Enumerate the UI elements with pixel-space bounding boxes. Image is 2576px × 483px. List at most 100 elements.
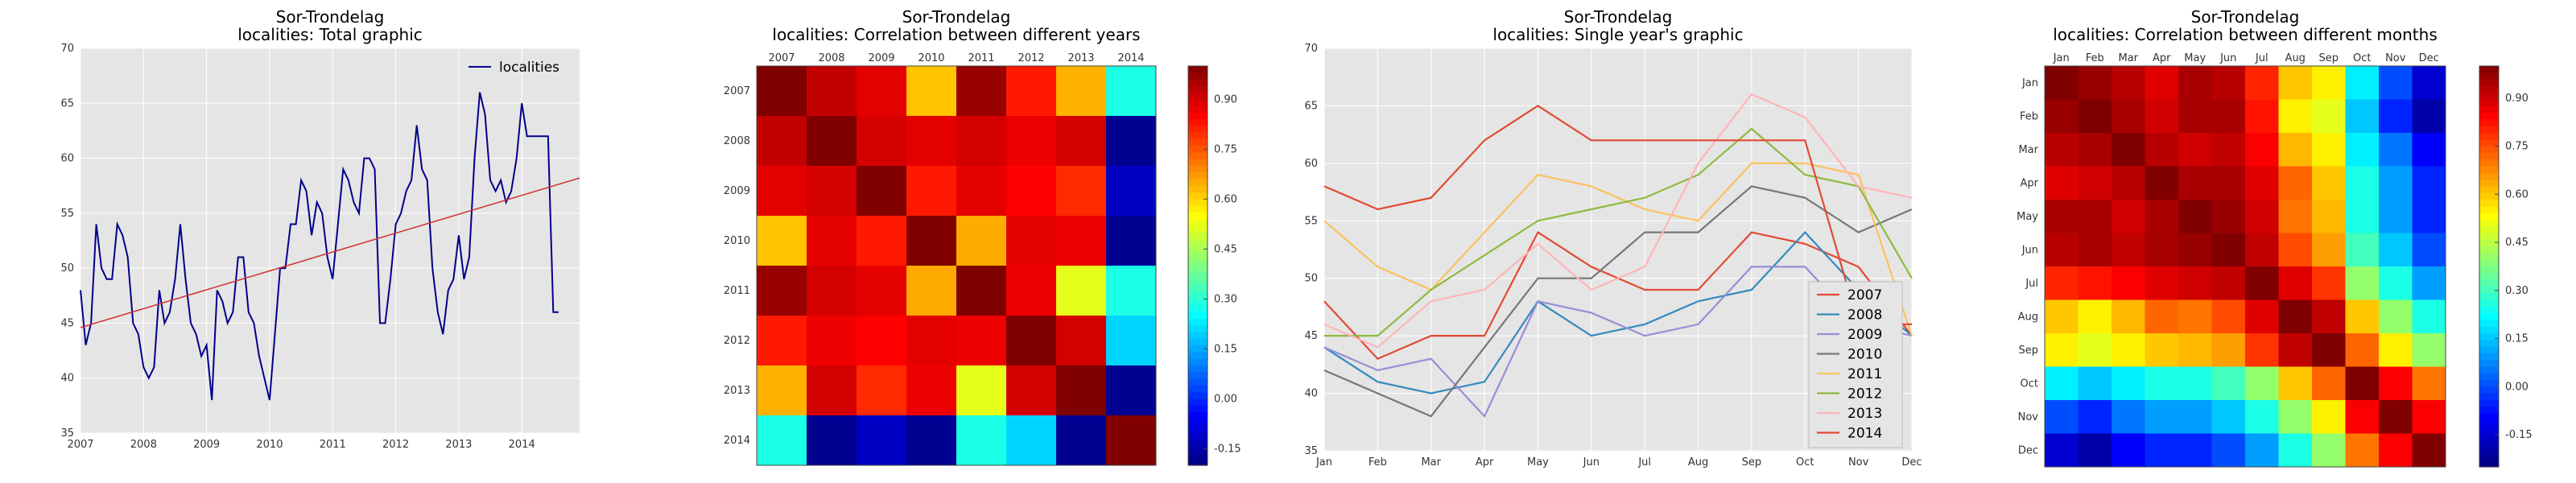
colorbar-segment xyxy=(2479,219,2499,227)
colorbar-tick-label: 0.30 xyxy=(1214,293,1237,305)
heatmap-cell xyxy=(807,66,857,117)
colorbar-segment xyxy=(1188,152,1208,160)
colorbar-segment xyxy=(1188,146,1208,154)
colorbar-segment xyxy=(2479,139,2499,147)
heatmap-cell xyxy=(757,316,807,366)
colorbar-segment xyxy=(1188,266,1208,273)
legend-box xyxy=(1808,281,1903,448)
series-line-2009 xyxy=(1323,266,1913,419)
heatmap-cell xyxy=(1056,365,1107,416)
heatmap-cell xyxy=(2178,99,2212,134)
heatmap-cell xyxy=(2145,66,2179,100)
colorbar-segment xyxy=(2479,413,2499,421)
colorbar-segment xyxy=(2479,273,2499,281)
heatmap-cell xyxy=(906,116,957,167)
heatmap-cell xyxy=(2412,99,2446,134)
heatmap-cell xyxy=(2211,266,2246,300)
heatmap-cell xyxy=(2379,233,2413,267)
y-tick-label: 50 xyxy=(1304,273,1318,285)
heatmap-cell xyxy=(956,166,1007,217)
heatmap-cell xyxy=(956,66,1007,117)
heatmap-cell xyxy=(2345,66,2380,100)
y-tick-label: Oct xyxy=(2021,378,2038,390)
legend-label: localities xyxy=(499,60,559,76)
heatmap-cell xyxy=(807,415,857,466)
heatmap-cell xyxy=(2312,266,2346,300)
heatmap-cell xyxy=(2112,400,2145,434)
heatmap-cell xyxy=(2145,166,2179,200)
colorbar-segment xyxy=(2479,239,2499,247)
colorbar-segment xyxy=(2479,113,2499,120)
colorbar-segment xyxy=(1188,212,1208,220)
x-tick-label: Jun xyxy=(2219,52,2236,64)
heatmap-cell xyxy=(2211,366,2246,401)
colorbar-segment xyxy=(1188,225,1208,233)
heatmap-cell xyxy=(857,116,907,167)
heatmap-cell xyxy=(2045,400,2079,434)
heatmap-cell xyxy=(2345,366,2380,401)
y-tick-label: Nov xyxy=(2018,411,2039,423)
heatmap-cell xyxy=(1056,415,1107,466)
colorbar-segment xyxy=(2479,146,2499,154)
y-tick-label: 40 xyxy=(60,373,74,385)
y-tick-label: 2011 xyxy=(724,285,750,297)
x-tick-label: 2014 xyxy=(1117,52,1144,64)
heatmap-cell xyxy=(2211,400,2246,434)
heatmap-cell xyxy=(2145,99,2179,134)
colorbar-segment xyxy=(1188,232,1208,240)
heatmap-cell xyxy=(2211,133,2246,167)
x-tick-label: 2011 xyxy=(320,439,346,451)
heatmap-cell xyxy=(2412,366,2446,401)
colorbar-segment xyxy=(2479,186,2499,194)
colorbar-segment xyxy=(2479,133,2499,140)
heatmap-cell xyxy=(906,266,957,316)
heatmap-cell xyxy=(2278,333,2313,367)
heatmap-cell xyxy=(807,116,857,167)
heatmap-cell xyxy=(757,266,807,316)
heatmap-cell xyxy=(2045,166,2079,200)
heatmap-cell xyxy=(2045,200,2079,233)
colorbar-segment xyxy=(2479,259,2499,267)
colorbar-segment xyxy=(2479,360,2499,368)
colorbar-segment xyxy=(2479,200,2499,207)
y-tick-label: 2012 xyxy=(724,335,750,347)
heatmap-cell xyxy=(2078,133,2112,167)
heatmap-cell xyxy=(2178,266,2212,300)
heatmap-cell xyxy=(906,365,957,416)
colorbar-segment xyxy=(1188,358,1208,366)
y-tick-label: Jun xyxy=(2021,244,2038,256)
colorbar-tick-label: 0.15 xyxy=(1214,343,1237,355)
heatmap-cell xyxy=(2112,133,2145,167)
y-tick-label: 2014 xyxy=(724,435,750,447)
heatmap-cell xyxy=(1106,266,1157,316)
heatmap-cell xyxy=(757,415,807,466)
heatmap-cell xyxy=(807,266,857,316)
heatmap-cell xyxy=(2112,299,2145,334)
colorbar-tick-label: 0.45 xyxy=(1214,243,1237,255)
y-tick-label: 2009 xyxy=(724,185,750,197)
series-line-2014 xyxy=(1323,105,1912,325)
heatmap-cell xyxy=(1106,116,1157,167)
heatmap-cell xyxy=(956,216,1007,266)
y-tick-label: 70 xyxy=(1304,43,1318,55)
colorbar-segment xyxy=(2479,386,2499,394)
heatmap-cell xyxy=(1056,316,1107,366)
colorbar-segment xyxy=(1188,365,1208,373)
heatmap-cell xyxy=(2278,266,2313,300)
heatmap-cell xyxy=(2078,333,2112,367)
x-tick-label: Apr xyxy=(2153,52,2171,64)
heatmap-cell xyxy=(2112,333,2145,367)
colorbar-segment xyxy=(1188,452,1208,460)
heatmap-cell xyxy=(2412,166,2446,200)
y-tick-label: Sep xyxy=(2018,345,2038,357)
heatmap-cell xyxy=(2412,299,2446,334)
x-tick-label: Oct xyxy=(1796,456,1814,469)
chart-title: Sor-Trondelag xyxy=(1564,7,1673,27)
colorbar-segment xyxy=(1188,378,1208,386)
colorbar-segment xyxy=(2479,93,2499,101)
x-tick-label: Mar xyxy=(1421,456,1441,469)
y-tick-label: May xyxy=(2017,211,2038,223)
colorbar-tick-label: 0.60 xyxy=(2505,188,2529,200)
series-line-2008 xyxy=(1323,230,1913,394)
